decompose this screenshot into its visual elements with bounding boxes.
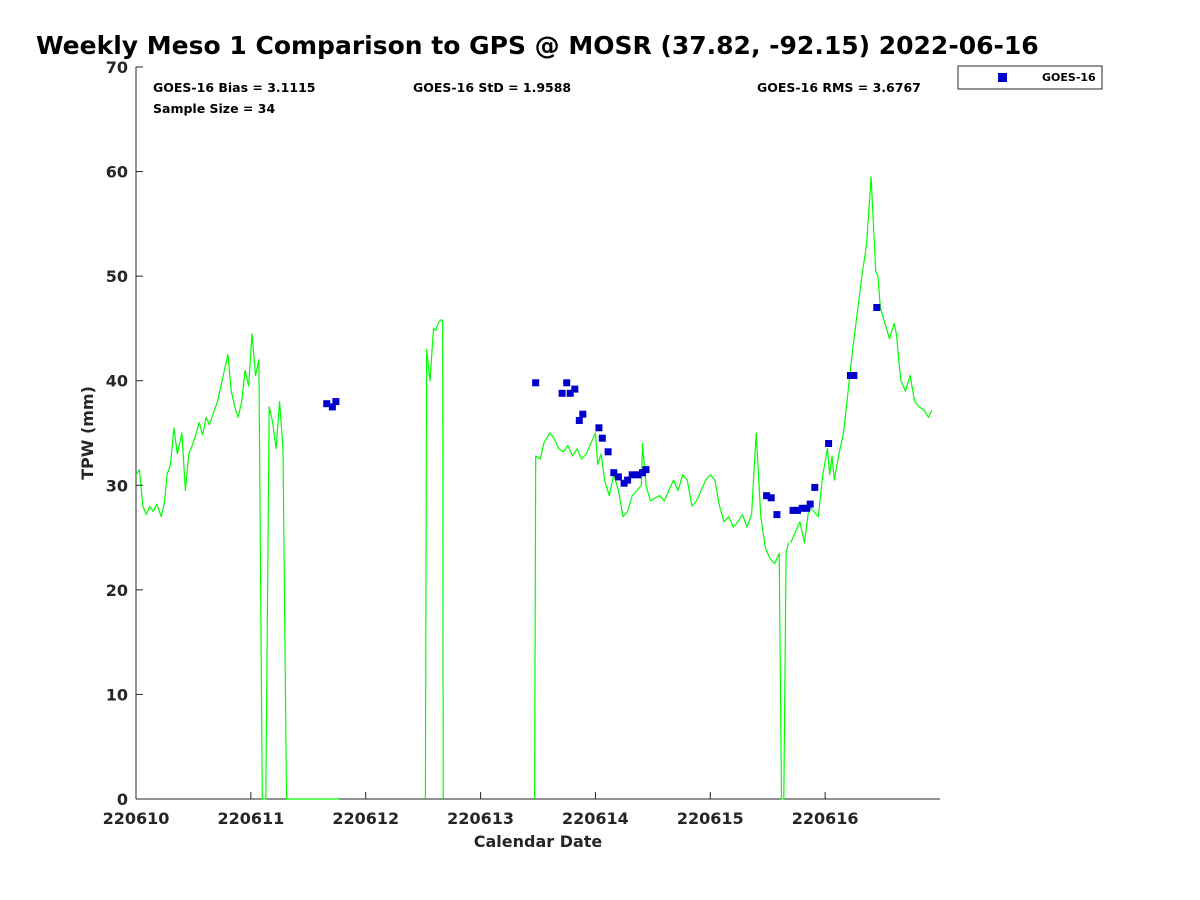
y-tick-label: 20 (106, 581, 128, 600)
x-tick-label: 220612 (332, 809, 399, 828)
goes16-point (798, 504, 806, 512)
goes16-point (624, 476, 632, 484)
y-tick-label: 0 (117, 790, 128, 809)
plot-area (135, 67, 940, 800)
goes16-point (806, 500, 814, 508)
bias-stat: GOES-16 Bias = 3.1115 (153, 80, 315, 95)
goes16-point (532, 379, 540, 387)
std-stat: GOES-16 StD = 1.9588 (413, 80, 571, 95)
x-tick-label: 220615 (677, 809, 744, 828)
y-tick-label: 50 (106, 267, 128, 286)
gps-tpw-line-segment-1 (135, 333, 340, 800)
sample-size-stat: Sample Size = 34 (153, 101, 275, 116)
goes16-point (773, 511, 781, 519)
plot-background (136, 67, 940, 799)
legend: GOES-16 (957, 65, 1103, 90)
x-tick-label: 220616 (792, 809, 859, 828)
x-axis-label: Calendar Date (474, 832, 603, 851)
series-layer (135, 176, 933, 800)
goes16-point (873, 304, 881, 311)
legend-box (957, 65, 1103, 90)
goes16-point (598, 434, 606, 442)
goes16-point (614, 473, 622, 481)
legend-marker-goes16 (998, 73, 1007, 82)
gps-tpw-line-segment-3 (533, 432, 789, 800)
goes16-point (789, 506, 797, 514)
goes16-point (323, 400, 331, 408)
y-axis-label: TPW (mm) (78, 386, 97, 480)
x-tick-label: 220613 (447, 809, 514, 828)
gps-tpw-line-segment-4 (790, 176, 933, 544)
goes16-point (610, 469, 618, 477)
y-tick-label: 70 (106, 58, 128, 77)
y-tick-label: 10 (106, 685, 128, 704)
goes16-point (571, 385, 579, 393)
goes16-point (332, 398, 340, 406)
goes16-point (763, 492, 771, 500)
goes16-point (850, 372, 858, 379)
goes16-point (575, 417, 583, 424)
x-tick-label: 220611 (217, 809, 284, 828)
gps-tpw-line-segment-2 (424, 319, 444, 800)
goes16-point (579, 410, 587, 418)
legend-label-goes16: GOES-16 (1042, 71, 1096, 84)
goes16-point (628, 471, 636, 479)
goes16-point (563, 379, 571, 387)
goes16-point (595, 424, 603, 432)
goes16-point (328, 403, 336, 411)
x-tick-label: 220610 (103, 809, 170, 828)
y-tick-label: 30 (106, 476, 128, 495)
rms-stat: GOES-16 RMS = 3.6767 (757, 80, 921, 95)
x-tick-label: 220614 (562, 809, 629, 828)
goes16-point (566, 389, 574, 397)
goes16-point (558, 389, 566, 397)
y-tick-label: 40 (106, 372, 128, 391)
y-axis-ticks: 0 10 20 30 40 50 60 70 (106, 58, 143, 809)
goes16-point (794, 506, 802, 514)
goes16-point (825, 440, 833, 447)
y-tick-label: 60 (106, 163, 128, 182)
goes16-point (604, 448, 612, 456)
goes16-point (803, 504, 811, 512)
chart-title: Weekly Meso 1 Comparison to GPS @ MOSR (… (36, 31, 1039, 60)
goes16-point (634, 471, 642, 479)
goes16-point (811, 483, 819, 491)
goes16-point (642, 466, 650, 474)
goes16-point (767, 494, 775, 502)
x-axis-ticks: 220610 220611 220612 220613 220614 220615 2206… (103, 792, 859, 828)
